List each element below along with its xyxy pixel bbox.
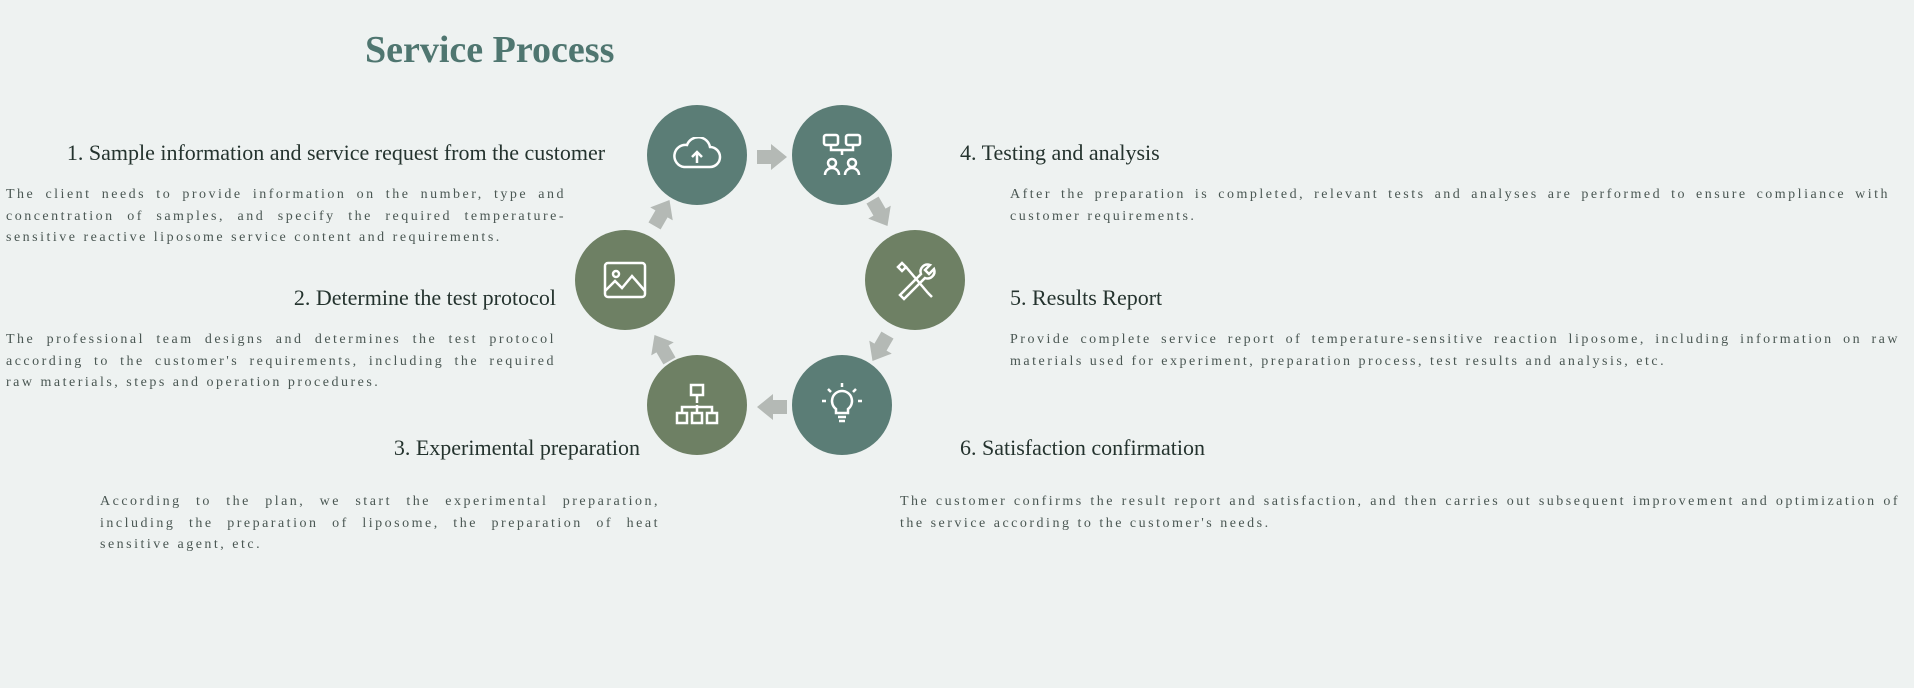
process-cycle-diagram xyxy=(570,130,970,530)
step-4-heading: 4. Testing and analysis xyxy=(960,140,1880,166)
cloud-upload-icon xyxy=(672,137,722,173)
team-icon xyxy=(818,133,866,177)
step-6-body: The customer confirms the result report … xyxy=(900,491,1900,534)
node-org-chart xyxy=(647,355,747,455)
step-1-body: The client needs to provide information … xyxy=(6,184,566,249)
node-lightbulb xyxy=(792,355,892,455)
step-6: 6. Satisfaction confirmation The custome… xyxy=(960,435,1910,534)
step-2-heading: 2. Determine the test protocol xyxy=(6,285,556,311)
step-2: 2. Determine the test protocol The profe… xyxy=(6,285,556,394)
org-chart-icon xyxy=(673,383,721,427)
step-6-heading: 6. Satisfaction confirmation xyxy=(960,435,1910,461)
node-image xyxy=(575,230,675,330)
step-4-body: After the preparation is completed, rele… xyxy=(1010,184,1890,227)
step-1-heading: 1. Sample information and service reques… xyxy=(66,140,606,166)
page-title: Service Process xyxy=(365,28,614,72)
tools-icon xyxy=(892,257,938,303)
step-5: 5. Results Report Provide complete servi… xyxy=(1010,285,1910,372)
arrow-1-2 xyxy=(757,142,787,172)
step-2-body: The professional team designs and determ… xyxy=(6,329,556,394)
node-tools xyxy=(865,230,965,330)
step-5-body: Provide complete service report of tempe… xyxy=(1010,329,1900,372)
node-team xyxy=(792,105,892,205)
step-5-heading: 5. Results Report xyxy=(1010,285,1910,311)
image-icon xyxy=(603,261,647,299)
arrow-4-5 xyxy=(757,392,787,422)
step-4: 4. Testing and analysis After the prepar… xyxy=(960,140,1880,227)
node-cloud-upload xyxy=(647,105,747,205)
step-1: 1. Sample information and service reques… xyxy=(6,140,606,249)
lightbulb-icon xyxy=(818,381,866,429)
